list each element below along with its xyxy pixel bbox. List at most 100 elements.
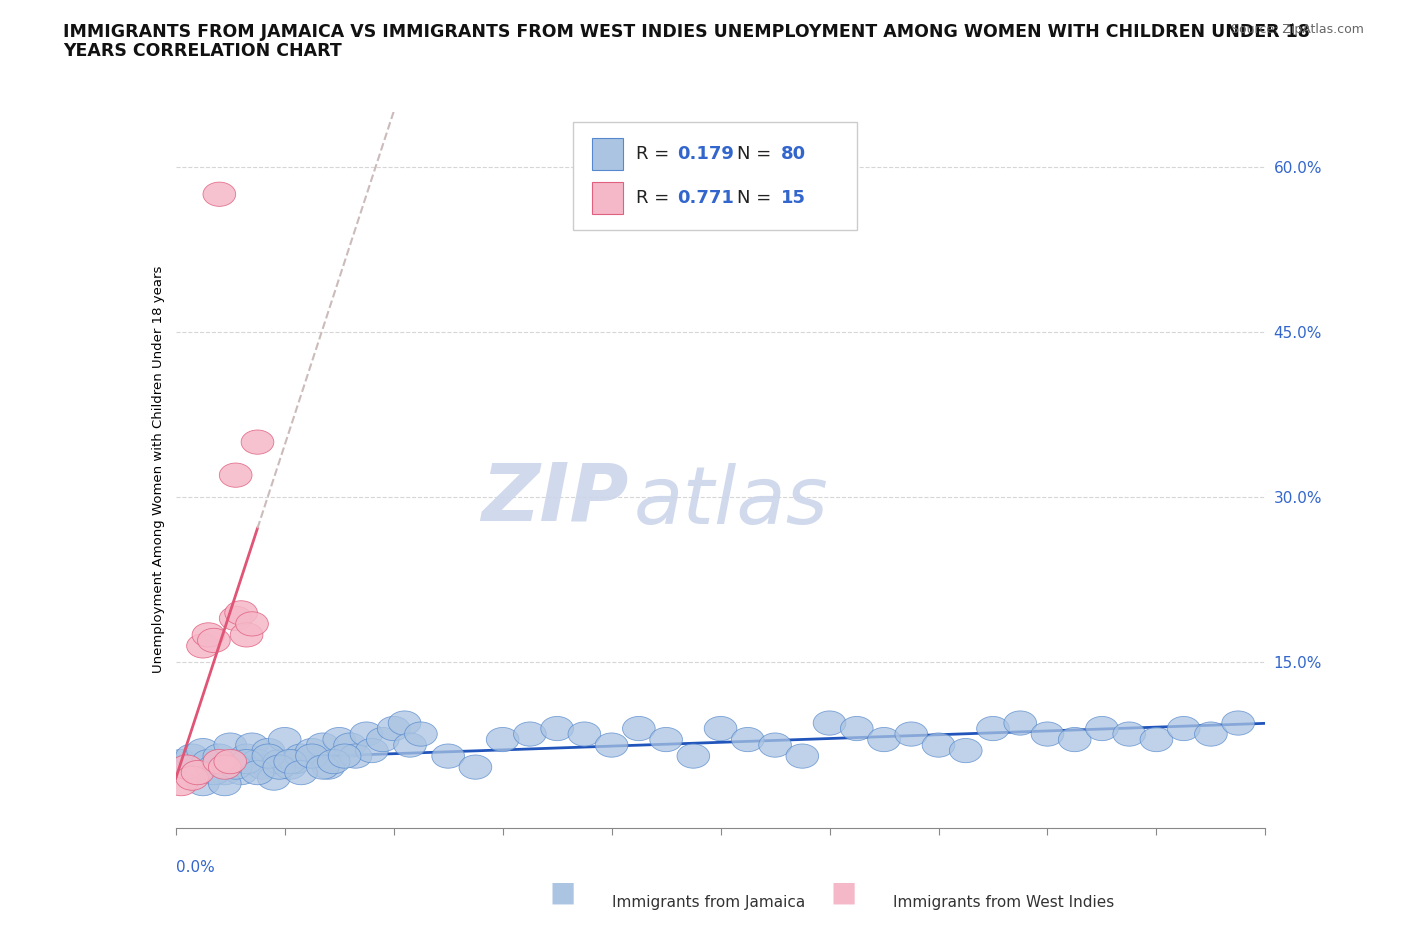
Ellipse shape [263,755,295,779]
Ellipse shape [231,744,263,768]
Ellipse shape [274,750,307,774]
Ellipse shape [1167,716,1201,740]
Ellipse shape [841,716,873,740]
Text: 0.0%: 0.0% [176,860,215,875]
Text: 0.771: 0.771 [678,189,734,207]
Ellipse shape [214,733,246,757]
Ellipse shape [678,744,710,768]
Ellipse shape [225,601,257,625]
Ellipse shape [405,722,437,746]
Ellipse shape [922,733,955,757]
Ellipse shape [231,750,263,774]
Ellipse shape [252,744,284,768]
Ellipse shape [269,727,301,751]
Text: IMMIGRANTS FROM JAMAICA VS IMMIGRANTS FROM WEST INDIES UNEMPLOYMENT AMONG WOMEN : IMMIGRANTS FROM JAMAICA VS IMMIGRANTS FR… [63,23,1310,41]
Ellipse shape [595,733,628,757]
Ellipse shape [181,761,214,785]
Ellipse shape [307,755,339,779]
Ellipse shape [219,755,252,779]
Ellipse shape [650,727,682,751]
Ellipse shape [295,744,329,768]
Ellipse shape [786,744,818,768]
Ellipse shape [356,738,388,763]
Ellipse shape [1059,727,1091,751]
Ellipse shape [1031,722,1064,746]
Ellipse shape [377,716,411,740]
FancyBboxPatch shape [592,139,623,170]
Text: atlas: atlas [633,463,828,541]
Ellipse shape [623,716,655,740]
Ellipse shape [252,738,284,763]
Ellipse shape [1004,711,1036,735]
Ellipse shape [339,744,371,768]
Ellipse shape [170,755,202,779]
Ellipse shape [208,761,242,785]
Ellipse shape [170,755,202,779]
Ellipse shape [193,750,225,774]
Ellipse shape [388,711,420,735]
Ellipse shape [458,755,492,779]
Text: 0.179: 0.179 [678,145,734,163]
Text: Immigrants from Jamaica: Immigrants from Jamaica [612,895,804,910]
Ellipse shape [219,750,252,774]
Ellipse shape [225,761,257,785]
Ellipse shape [333,733,367,757]
Ellipse shape [193,623,225,647]
Ellipse shape [731,727,765,751]
Ellipse shape [231,623,263,647]
Ellipse shape [486,727,519,751]
Ellipse shape [176,744,208,768]
Ellipse shape [176,766,208,790]
Text: ZIP: ZIP [481,459,628,538]
Ellipse shape [367,727,399,751]
Text: N =: N = [737,145,778,163]
Ellipse shape [219,463,252,487]
Ellipse shape [242,430,274,454]
Ellipse shape [214,750,246,774]
FancyBboxPatch shape [574,123,856,230]
Ellipse shape [1114,722,1146,746]
Ellipse shape [1222,711,1254,735]
Ellipse shape [949,738,981,763]
Ellipse shape [329,744,361,768]
Ellipse shape [219,606,252,631]
Ellipse shape [181,761,214,785]
Ellipse shape [165,750,197,774]
Text: ■: ■ [831,879,856,907]
Ellipse shape [394,733,426,757]
Ellipse shape [202,744,236,768]
Ellipse shape [323,727,356,751]
Ellipse shape [1195,722,1227,746]
FancyBboxPatch shape [592,182,623,214]
Ellipse shape [236,733,269,757]
Ellipse shape [318,750,350,774]
Ellipse shape [813,711,846,735]
Ellipse shape [257,766,290,790]
Ellipse shape [242,750,274,774]
Ellipse shape [977,716,1010,740]
Ellipse shape [285,744,318,768]
Ellipse shape [187,772,219,796]
Ellipse shape [187,738,219,763]
Ellipse shape [202,750,236,774]
Text: Immigrants from West Indies: Immigrants from West Indies [893,895,1114,910]
Ellipse shape [285,761,318,785]
Ellipse shape [295,738,329,763]
Text: 80: 80 [780,145,806,163]
Text: N =: N = [737,189,778,207]
Text: ■: ■ [550,879,575,907]
Ellipse shape [197,755,231,779]
Text: R =: R = [636,145,675,163]
Ellipse shape [1140,727,1173,751]
Ellipse shape [868,727,900,751]
Text: R =: R = [636,189,675,207]
Ellipse shape [280,750,312,774]
Ellipse shape [350,722,382,746]
Ellipse shape [312,755,344,779]
Ellipse shape [704,716,737,740]
Ellipse shape [197,629,231,653]
Ellipse shape [1085,716,1118,740]
Ellipse shape [208,755,242,779]
Ellipse shape [246,755,280,779]
Ellipse shape [165,772,197,796]
